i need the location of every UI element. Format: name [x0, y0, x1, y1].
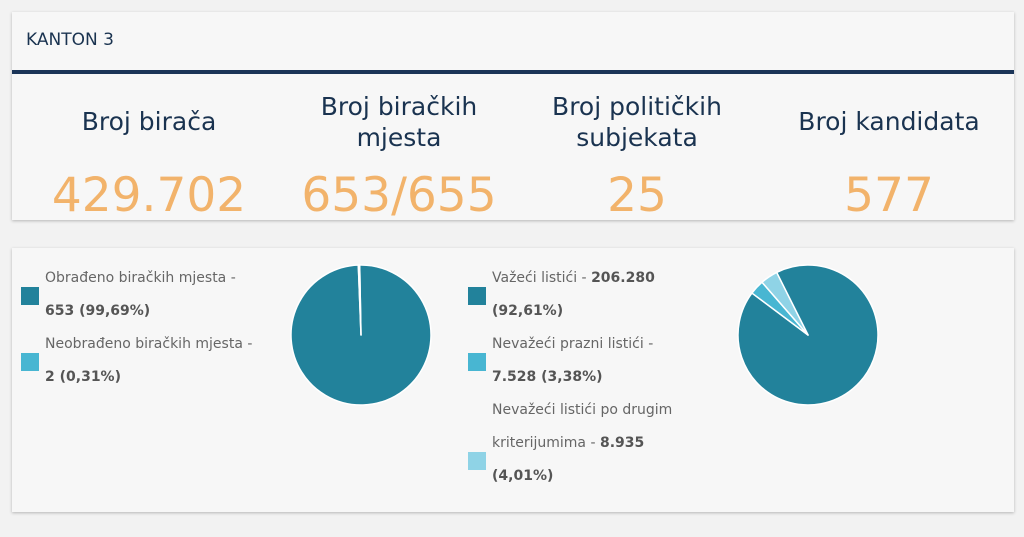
legend-line: kriterijumima - 8.935	[492, 427, 644, 459]
stat-label-line: Broj kandidata	[798, 107, 980, 136]
legend-value: (92,61%)	[492, 303, 564, 319]
stat-label-line: Broj biračkih	[320, 91, 478, 121]
legend-line: Važeći listići - 206.280	[492, 262, 655, 294]
pie-chart-polling-stations	[290, 264, 432, 406]
legend-line: Neobrađeno biračkih mjesta -	[45, 328, 252, 360]
legend-line: Nevažeći listići po drugim	[492, 394, 672, 426]
summary-card: KANTON 3 Broj birača 429.702 Broj biračk…	[12, 12, 1014, 223]
stat-polling-stations: Broj biračkih mjesta 653/655	[274, 74, 524, 223]
stat-candidates: Broj kandidata 577	[764, 74, 1014, 223]
stat-political-subjects: Broj političkih subjekata 25	[512, 74, 762, 223]
legend-line: Nevažeći prazni listići -	[492, 328, 653, 360]
legend-line: (4,01%)	[492, 460, 553, 492]
legend-value: 2 (0,31%)	[45, 369, 121, 385]
stat-voters-label: Broj birača	[82, 106, 217, 137]
stat-political-subjects-value: 25	[607, 168, 667, 223]
charts-card: Obrađeno biračkih mjesta - 653 (99,69%) Ne…	[12, 248, 1014, 512]
legend-value: 7.528 (3,38%)	[492, 369, 603, 385]
legend-label: Neobrađeno biračkih mjesta -	[45, 336, 253, 352]
legend-label: kriterijumima -	[492, 435, 600, 451]
legend-line: 653 (99,69%)	[45, 295, 150, 327]
stat-candidates-value: 577	[844, 168, 934, 223]
stat-polling-stations-label: Broj biračkih mjesta	[321, 91, 478, 153]
page-title: KANTON 3	[26, 30, 114, 50]
stat-voters: Broj birača 429.702	[24, 74, 274, 223]
legend-label: Važeći listići -	[492, 270, 592, 286]
title-divider	[12, 70, 1014, 74]
legend-line: Obrađeno biračkih mjesta -	[45, 262, 236, 294]
legend-label: Obrađeno biračkih mjesta -	[45, 270, 236, 286]
legend-swatch	[468, 452, 486, 470]
stat-label-line: mjesta	[356, 122, 442, 152]
legend-line: 7.528 (3,38%)	[492, 361, 603, 393]
pie-slice[interactable]	[761, 271, 809, 336]
stat-label-line: Broj političkih	[552, 91, 722, 121]
legend-swatch	[468, 353, 486, 371]
legend-line: (92,61%)	[492, 295, 563, 327]
stat-label-line: Broj birača	[81, 107, 217, 136]
stat-political-subjects-label: Broj političkih subjekata	[552, 91, 722, 153]
legend-value: 206.280	[591, 270, 655, 286]
legend-swatch	[21, 287, 39, 305]
legend-label: Nevažeći prazni listići -	[492, 336, 654, 352]
stat-candidates-label: Broj kandidata	[798, 106, 979, 137]
legend-value: (4,01%)	[492, 468, 554, 484]
legend-value: 8.935	[599, 435, 645, 451]
legend-line: 2 (0,31%)	[45, 361, 121, 393]
stat-voters-value: 429.702	[51, 168, 247, 223]
stat-polling-stations-value: 653/655	[301, 168, 497, 223]
stat-label-line: subjekata	[576, 122, 698, 152]
legend-swatch	[21, 353, 39, 371]
legend-swatch	[468, 287, 486, 305]
pie-chart-ballots	[737, 264, 879, 406]
pie-slice[interactable]	[357, 264, 362, 336]
legend-value: 653 (99,69%)	[45, 303, 151, 319]
legend-label: Nevažeći listići po drugim	[492, 402, 673, 418]
